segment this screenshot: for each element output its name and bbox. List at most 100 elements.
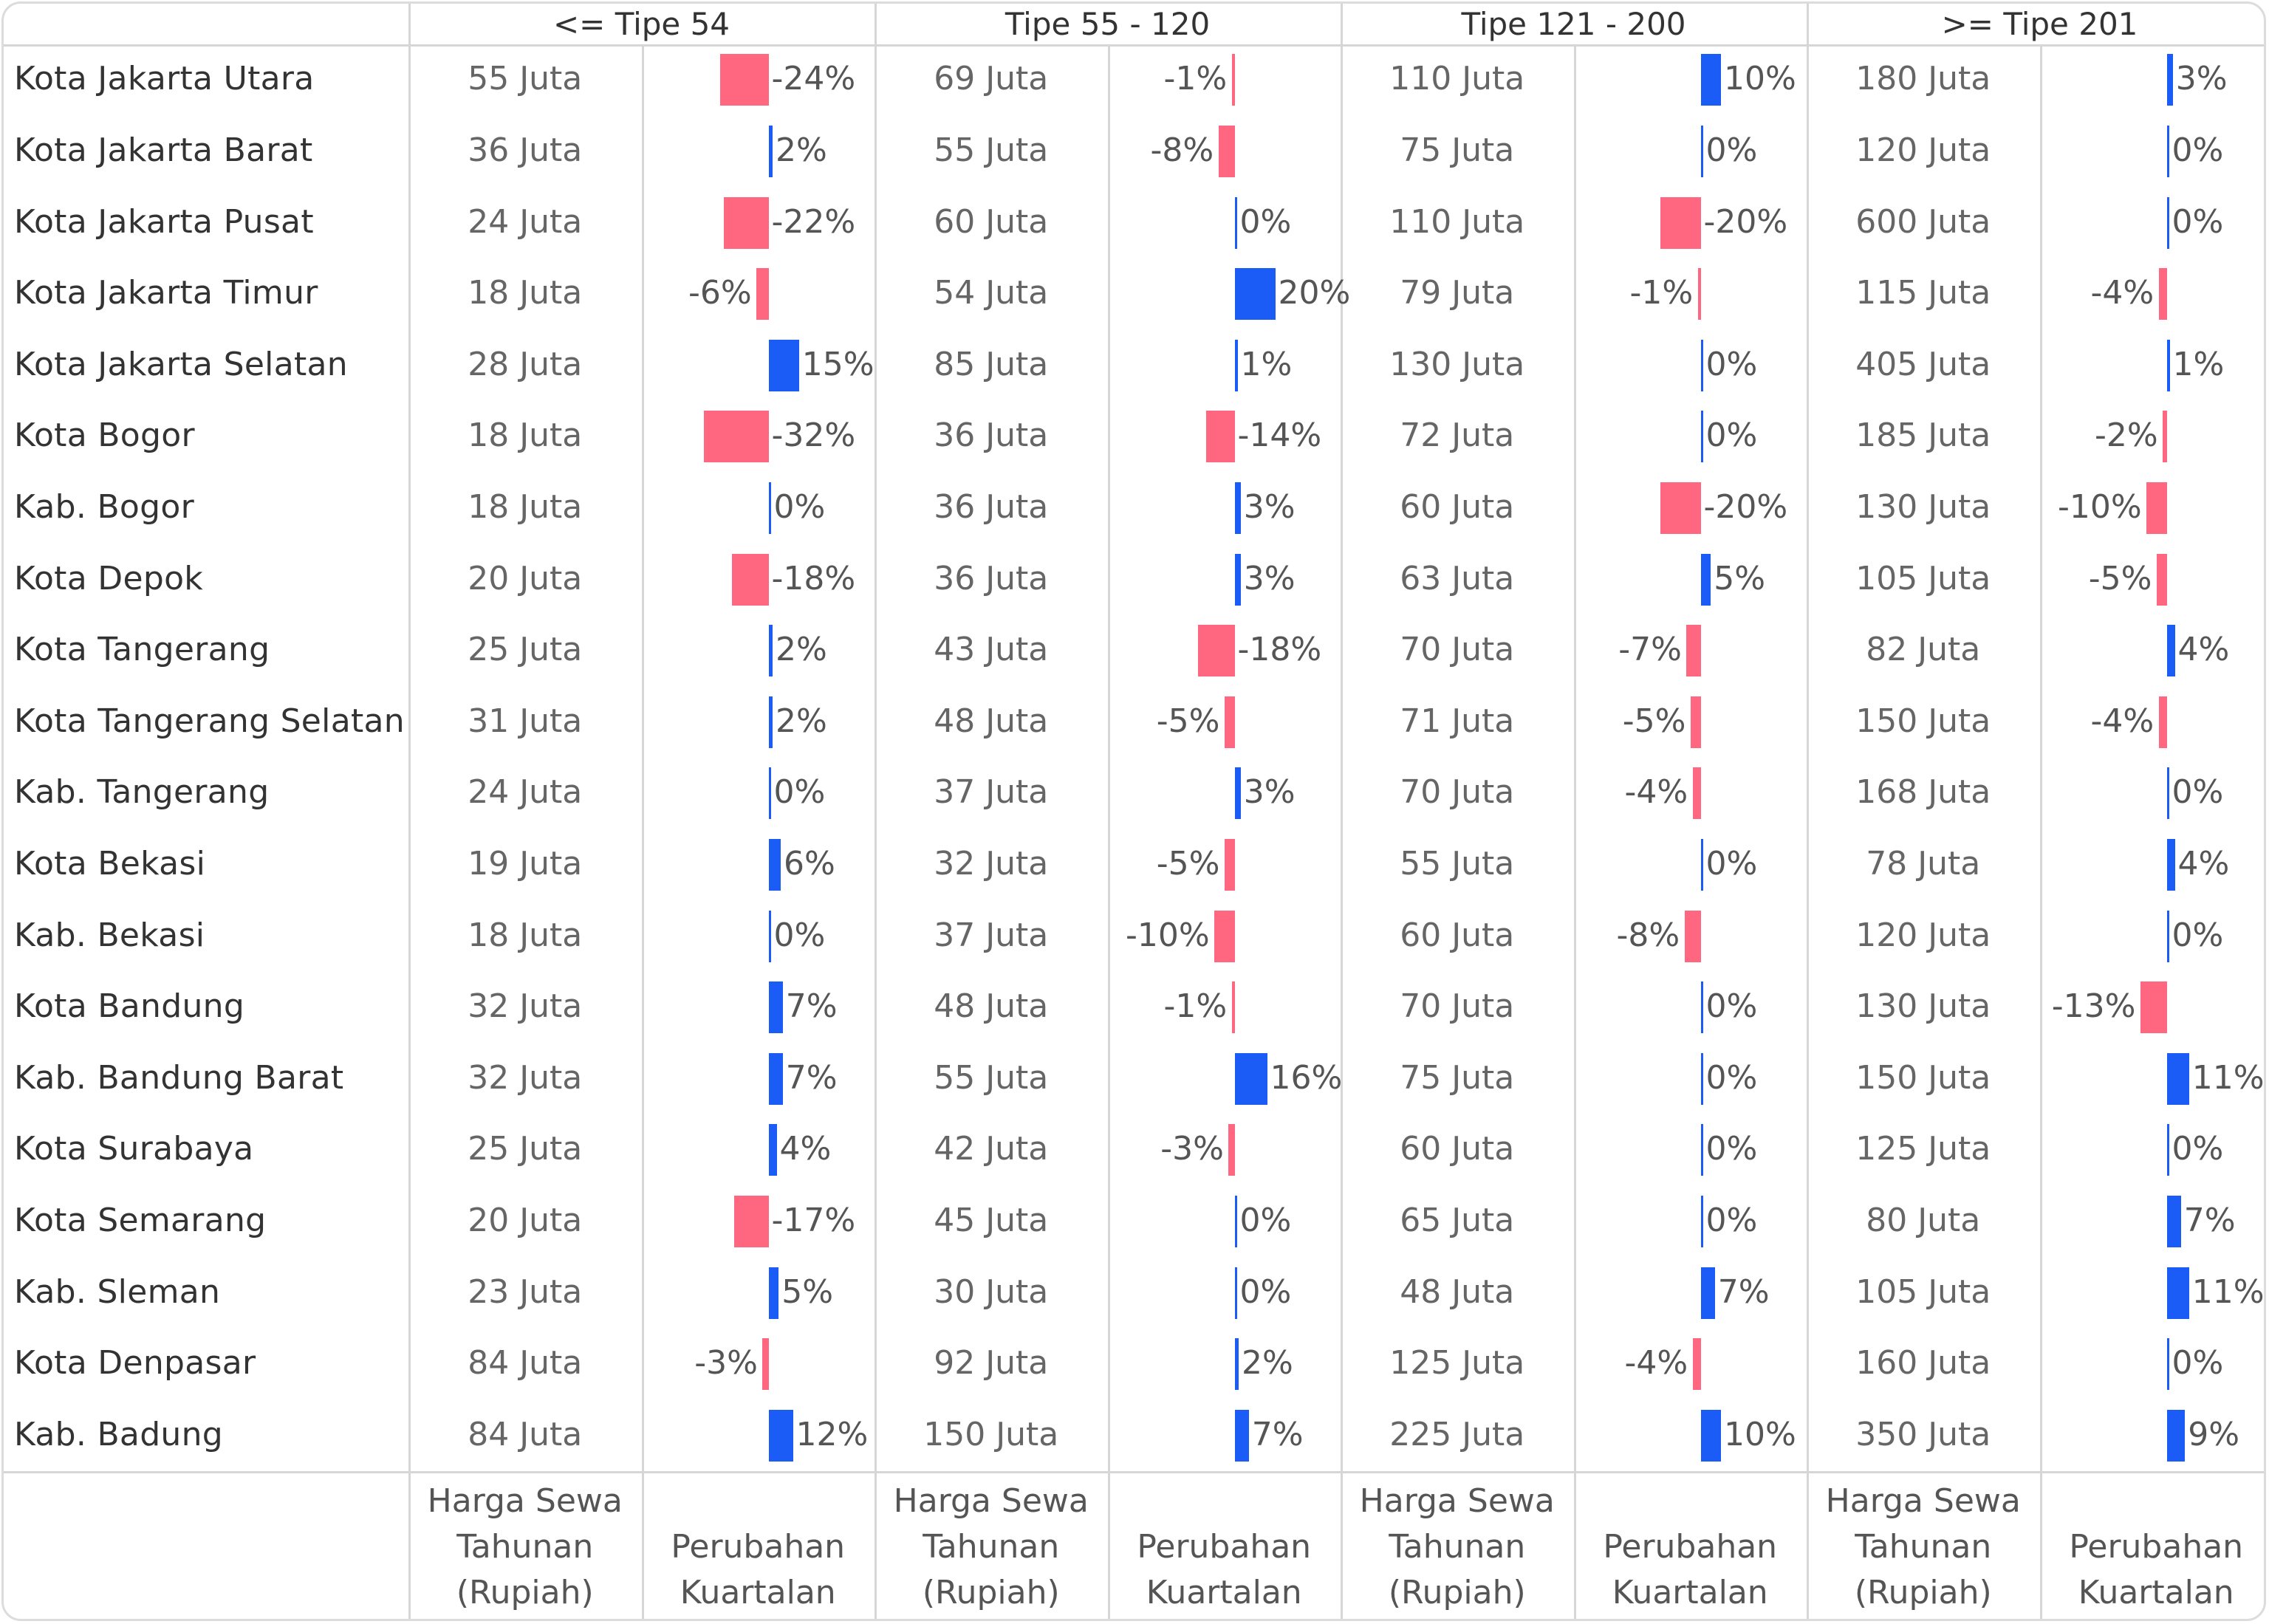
- price-value: 150 Juta: [1855, 1058, 1991, 1097]
- row-label: Kota Jakarta Selatan: [14, 345, 348, 383]
- row-label: Kota Tangerang: [14, 631, 270, 669]
- change-label: 10%: [1724, 1415, 1796, 1453]
- change-label: 2%: [776, 131, 827, 169]
- price-value: 30 Juta: [934, 1272, 1049, 1311]
- positive-change-bar: [1700, 838, 1703, 891]
- row-label: Kab. Bandung Barat: [14, 1058, 344, 1097]
- positive-change-bar: [768, 1409, 793, 1462]
- positive-change-bar: [1700, 125, 1703, 177]
- positive-change-bar: [2166, 1409, 2186, 1462]
- price-value: 75 Juta: [1400, 131, 1515, 169]
- column-group-header: >= Tipe 201: [1941, 6, 2138, 42]
- change-label: 1%: [2172, 345, 2225, 383]
- price-value: 130 Juta: [1855, 487, 1991, 526]
- negative-change-bar: [719, 54, 769, 106]
- change-measure-label: Perubahan Kuartalan: [671, 1528, 846, 1611]
- change-label: -18%: [1237, 631, 1322, 669]
- positive-change-bar: [1700, 1267, 1715, 1319]
- negative-change-bar: [724, 196, 769, 249]
- price-value: 350 Juta: [1855, 1415, 1991, 1453]
- negative-change-bar: [732, 553, 769, 606]
- price-value: 20 Juta: [468, 559, 583, 597]
- row-label: Kab. Bekasi: [14, 916, 205, 954]
- negative-change-bar: [2146, 482, 2167, 534]
- negative-change-bar: [1198, 625, 1235, 677]
- price-value: 25 Juta: [468, 631, 583, 669]
- negative-change-bar: [1692, 1338, 1701, 1391]
- positive-change-bar: [1700, 1409, 1721, 1462]
- row-label: Kota Surabaya: [14, 1130, 254, 1168]
- change-label: 0%: [1705, 1058, 1758, 1097]
- change-label: 4%: [2177, 844, 2230, 883]
- row-label: Kab. Bogor: [14, 487, 194, 526]
- positive-change-bar: [2166, 838, 2175, 891]
- change-label: -5%: [2088, 559, 2152, 597]
- negative-change-bar: [2158, 268, 2167, 321]
- change-measure-label: Perubahan Kuartalan: [2069, 1528, 2244, 1611]
- price-value: 115 Juta: [1855, 274, 1991, 312]
- price-value: 120 Juta: [1855, 916, 1991, 954]
- change-label: -10%: [2058, 487, 2142, 526]
- row-label: Kota Bogor: [14, 417, 195, 455]
- price-value: 48 Juta: [934, 702, 1049, 740]
- change-label: -1%: [1163, 60, 1228, 98]
- positive-change-bar: [1234, 767, 1241, 820]
- change-label: -13%: [2051, 987, 2136, 1026]
- negative-change-bar: [2140, 981, 2167, 1034]
- price-measure-label: Harga Sewa Tahunan (Rupiah): [1825, 1482, 2021, 1611]
- change-measure-label: Perubahan Kuartalan: [1137, 1528, 1312, 1611]
- change-label: 12%: [795, 1415, 869, 1453]
- column-divider: [1807, 4, 1809, 1619]
- negative-change-bar: [1660, 196, 1701, 249]
- change-label: 0%: [773, 773, 826, 812]
- price-value: 48 Juta: [1400, 1272, 1515, 1311]
- price-value: 20 Juta: [468, 1201, 583, 1239]
- change-label: 0%: [1705, 417, 1758, 455]
- column-divider: [1341, 4, 1343, 1619]
- row-label: Kota Tangerang Selatan: [14, 702, 405, 740]
- positive-change-bar: [2166, 1338, 2169, 1391]
- positive-change-bar: [768, 767, 771, 820]
- price-value: 23 Juta: [468, 1272, 583, 1311]
- price-value: 168 Juta: [1855, 773, 1991, 812]
- row-label: Kota Jakarta Pusat: [14, 202, 314, 241]
- change-label: 0%: [1239, 202, 1292, 241]
- price-value: 70 Juta: [1400, 631, 1515, 669]
- change-label: -4%: [2090, 274, 2155, 312]
- column-divider: [408, 4, 411, 1619]
- row-label: Kota Semarang: [14, 1201, 267, 1239]
- column-group-header: <= Tipe 54: [552, 6, 730, 42]
- positive-change-bar: [1700, 411, 1703, 463]
- column-divider: [2039, 44, 2042, 1619]
- change-label: -22%: [771, 202, 856, 241]
- negative-change-bar: [2163, 411, 2167, 463]
- change-label: -5%: [1622, 702, 1686, 740]
- price-value: 84 Juta: [468, 1344, 583, 1383]
- price-value: 36 Juta: [468, 131, 583, 169]
- change-label: -32%: [771, 417, 856, 455]
- positive-change-bar: [1700, 1052, 1703, 1105]
- negative-change-bar: [1218, 125, 1235, 177]
- change-label: 0%: [773, 487, 826, 526]
- negative-change-bar: [733, 1195, 769, 1247]
- change-label: 0%: [1239, 1201, 1292, 1239]
- price-value: 600 Juta: [1855, 202, 1991, 241]
- positive-change-bar: [1234, 268, 1276, 321]
- change-label: -8%: [1150, 131, 1214, 169]
- change-label: -1%: [1629, 274, 1694, 312]
- positive-change-bar: [2166, 1124, 2169, 1176]
- positive-change-bar: [1234, 1195, 1237, 1247]
- price-value: 32 Juta: [468, 1058, 583, 1097]
- negative-change-bar: [1684, 910, 1701, 962]
- positive-change-bar: [1234, 196, 1237, 249]
- change-label: 0%: [1705, 345, 1758, 383]
- change-label: -6%: [688, 274, 752, 312]
- change-label: -4%: [2090, 702, 2155, 740]
- price-value: 79 Juta: [1400, 274, 1515, 312]
- row-label: Kota Jakarta Timur: [14, 274, 318, 312]
- change-label: 0%: [1705, 1201, 1758, 1239]
- change-label: 7%: [1717, 1272, 1770, 1311]
- price-value: 32 Juta: [934, 844, 1049, 883]
- price-value: 78 Juta: [1866, 844, 1981, 883]
- price-value: 120 Juta: [1855, 131, 1991, 169]
